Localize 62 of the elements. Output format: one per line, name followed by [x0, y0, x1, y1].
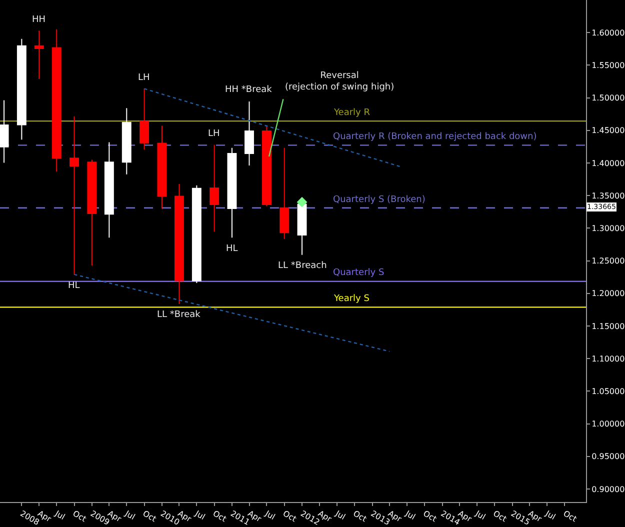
y-tick-label: 1.35000 [592, 191, 625, 200]
candlestick [122, 108, 132, 175]
y-tick-label: 1.25000 [592, 256, 625, 266]
annotation: LL *Breach [278, 261, 327, 271]
x-tick-label: Jul [122, 508, 137, 522]
candlestick [16, 38, 26, 140]
x-tick-label: Oct [71, 509, 88, 524]
y-tick-label: 0.90000 [592, 484, 625, 494]
annotation: HH *Break [225, 85, 273, 95]
y-tick-label: 1.40000 [592, 158, 625, 168]
x-tick-label: Jul [52, 508, 66, 522]
x-tick-label: Oct [281, 509, 298, 524]
candlestick [52, 28, 62, 172]
x-tick-label: Jul [333, 508, 347, 522]
x-tick-label: Oct [141, 509, 158, 524]
candlestick [140, 88, 150, 150]
candlestick [244, 100, 254, 166]
y-tick-label: 1.45000 [592, 126, 625, 136]
x-tick-label: Jul [543, 508, 557, 522]
candlestick [157, 125, 167, 210]
candlestick [227, 147, 237, 238]
candlestick [104, 142, 114, 238]
ref-line-label: Yearly S [333, 294, 370, 304]
candlestick [87, 159, 97, 266]
x-tick-label: Oct [492, 509, 508, 524]
y-tick-label: 1.20000 [592, 289, 625, 298]
y-tick-label: 1.05000 [592, 386, 625, 396]
x-tick-label: Jul [473, 508, 487, 522]
y-tick-label: 1.00000 [592, 420, 625, 429]
x-tick-label: Oct [562, 509, 578, 524]
candlestick [174, 183, 184, 304]
y-tick-label: 1.30000 [592, 224, 625, 233]
x-tick-label: Oct [211, 509, 228, 524]
candlestick [70, 116, 79, 276]
y-tick-label: 1.55000 [592, 60, 625, 70]
annotation: HH [32, 15, 46, 25]
candlestick [262, 125, 272, 207]
candlestick [210, 144, 220, 232]
x-tick-label: Jul [403, 508, 417, 522]
ref-line-label: Quarterly S (Broken) [333, 195, 426, 205]
annotation: Reversal (rejection of swing high) [285, 71, 394, 93]
ref-line-label: Yearly R [333, 108, 370, 118]
x-tick-label: Jul [262, 508, 277, 522]
candlestick [280, 147, 290, 240]
y-tick-label: 1.60000 [592, 28, 625, 38]
annotation: LL *Break [157, 310, 202, 320]
annotation: HL [226, 244, 238, 254]
annotation: HL [68, 281, 80, 291]
ref-line-label: Quarterly S [333, 268, 384, 278]
annotation: LH [138, 73, 150, 83]
x-tick-label: Jul [192, 508, 207, 522]
y-tick-label: 0.95000 [592, 452, 625, 462]
ref-line-label: Quarterly R (Broken and rejected back down) [333, 132, 537, 142]
x-tick-label: Oct [422, 509, 438, 524]
candlestick [34, 30, 44, 80]
y-tick-label: 1.50000 [592, 94, 625, 103]
x-tick-label: Oct [352, 509, 368, 524]
y-tick-label: 1.10000 [592, 354, 625, 364]
y-tick-label: 1.15000 [592, 322, 625, 331]
candlestick [192, 184, 202, 284]
annotation: LH [208, 129, 220, 139]
candlestick [0, 100, 9, 164]
